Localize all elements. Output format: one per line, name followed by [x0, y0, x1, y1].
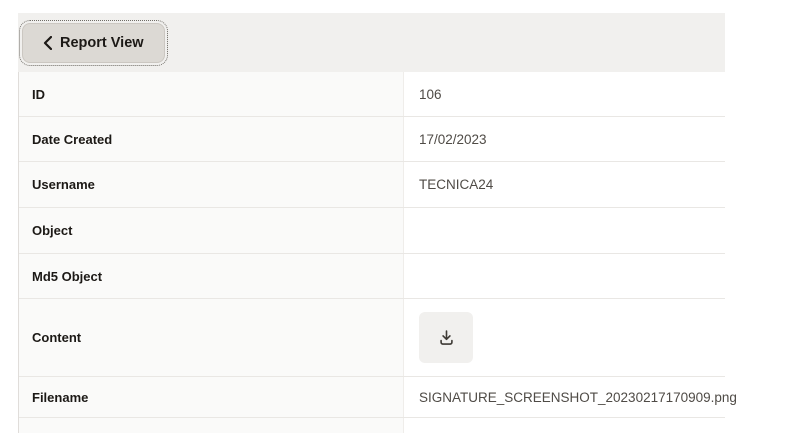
field-value: SIGNATURE_SCREENSHOT_20230217170909.png [419, 389, 737, 405]
detail-row-md5-object: Md5 Object [19, 254, 725, 299]
field-label: Date Created [19, 117, 404, 161]
chevron-left-icon [43, 35, 52, 50]
download-icon [437, 328, 456, 347]
field-label: Filename [19, 377, 404, 417]
field-value [404, 418, 725, 433]
back-button-label: Report View [60, 34, 144, 51]
detail-row-partial [19, 418, 725, 433]
field-label: Content [19, 299, 404, 376]
toolbar: Report View [18, 13, 725, 72]
download-content-button[interactable] [419, 312, 473, 363]
detail-row-filename: Filename SIGNATURE_SCREENSHOT_2023021717… [19, 377, 737, 418]
field-label: Object [19, 208, 404, 253]
field-label: Username [19, 162, 404, 207]
field-value: TECNICA24 [419, 177, 494, 192]
detail-row-date-created: Date Created 17/02/2023 [19, 117, 725, 162]
field-value: 17/02/2023 [419, 131, 487, 147]
detail-row-object: Object [19, 208, 725, 254]
detail-row-id: ID 106 [19, 72, 725, 117]
field-value [404, 299, 725, 376]
report-view-back-button[interactable]: Report View [19, 19, 168, 66]
field-label: ID [19, 72, 404, 116]
detail-row-content: Content [19, 299, 725, 377]
detail-table: ID 106 Date Created 17/02/2023 Username … [18, 72, 737, 433]
field-value [404, 208, 725, 253]
field-label: Md5 Object [19, 254, 404, 298]
field-value: 106 [419, 86, 442, 102]
field-value [404, 254, 725, 298]
field-label [19, 418, 404, 433]
content-region: Report View ID 106 Date Created 17/02/20… [18, 13, 737, 433]
detail-row-username: Username TECNICA24 [19, 162, 725, 208]
